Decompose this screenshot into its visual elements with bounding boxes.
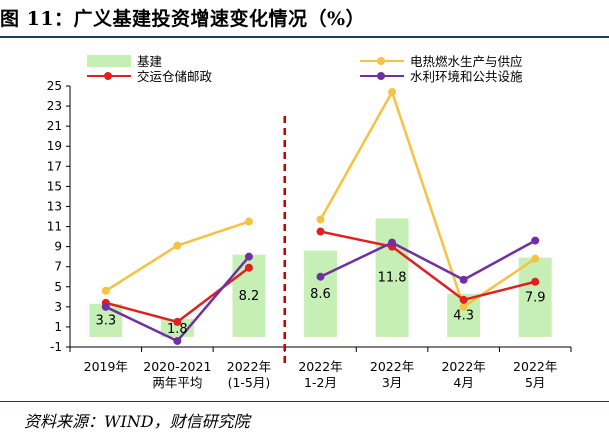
bar: [304, 250, 337, 337]
series-point: [531, 236, 540, 245]
x-tick-label: 2022年: [441, 359, 485, 374]
title-rule: [0, 36, 609, 38]
bar: [518, 257, 552, 337]
y-tick-label: 15: [47, 179, 62, 193]
y-tick-label: 17: [47, 159, 62, 173]
y-tick-label: 19: [47, 139, 62, 153]
series-point: [459, 275, 468, 284]
series-point: [459, 295, 468, 304]
series-point: [173, 241, 182, 250]
series-point: [173, 336, 182, 345]
x-tick-label: 两年平均: [152, 375, 202, 390]
x-tick-label: 2019年: [84, 359, 128, 374]
figure-title: 图 11：广义基建投资增速变化情况（%）: [0, 8, 366, 30]
series-line: [320, 230, 536, 302]
x-tick-label: 1-2月: [304, 375, 337, 390]
legend-swatch-line: [360, 69, 404, 83]
x-tick-label: 4月: [453, 375, 473, 390]
series-point: [388, 238, 397, 247]
legend-label: 水利环境和公共设施: [410, 69, 523, 84]
bar-value-label: 4.3: [453, 308, 474, 323]
x-tick-label: 2022年: [370, 359, 414, 374]
series-point: [531, 254, 540, 263]
y-tick-label: 13: [47, 199, 62, 213]
y-tick-label: 1: [54, 320, 62, 334]
series-point: [244, 263, 253, 272]
legend-swatch-line: [87, 69, 131, 83]
series-line: [319, 90, 536, 309]
legend-item-power: 电热燃水生产与供应: [360, 51, 523, 70]
legend-label: 电热燃水生产与供应: [410, 54, 523, 69]
legend-item-transport: 交运仓储邮政: [87, 66, 212, 85]
source-note: 资料来源：WIND，财信研究院: [24, 412, 250, 431]
y-tick-label: 7: [54, 260, 62, 274]
legend-item-water: 水利环境和公共设施: [360, 66, 523, 85]
y-tick-label: 21: [47, 119, 62, 133]
x-tick-label: 5月: [525, 375, 545, 390]
bar-value-label: 8.6: [310, 287, 331, 302]
bar-value-label: 1.8: [167, 322, 188, 337]
series-point: [173, 317, 182, 326]
x-tick-label: 2020-2021: [143, 359, 211, 374]
x-tick-label: 2022年: [513, 359, 557, 374]
legend-swatch-line: [360, 54, 404, 68]
legend-label: 基建: [137, 54, 163, 69]
series-point: [244, 252, 253, 261]
source-rule: [0, 401, 609, 402]
series-point: [388, 88, 397, 97]
y-tick-label: 5: [54, 280, 62, 294]
legend-label: 交运仓储邮政: [137, 69, 213, 84]
y-tick-label: 11: [47, 220, 62, 234]
y-tick-label: 25: [47, 79, 62, 93]
series-point: [316, 227, 325, 236]
series-point: [531, 277, 540, 286]
x-tick-label: 3月: [382, 375, 402, 390]
series-point: [459, 302, 468, 311]
bar-value-label: 3.3: [95, 313, 116, 328]
x-tick-label: (1-5月): [228, 375, 271, 390]
series-point: [101, 286, 110, 295]
y-tick-label: 9: [54, 240, 62, 254]
x-tick-label: 2022年: [298, 359, 342, 374]
series-point: [316, 272, 325, 281]
series-point: [316, 215, 325, 224]
legend-item-jijian: 基建: [87, 51, 162, 70]
y-tick-label: 3: [54, 300, 62, 314]
bar-value-label: 11.8: [378, 271, 407, 286]
series-point: [244, 217, 253, 226]
x-tick-label: 2022年: [227, 359, 271, 374]
series-line: [319, 239, 536, 281]
bar-value-label: 8.2: [239, 289, 260, 304]
bar-value-label: 7.9: [525, 290, 546, 305]
bar: [375, 218, 409, 337]
y-tick-label: 23: [47, 99, 62, 113]
y-tick-label: -1: [50, 340, 62, 354]
legend-swatch-bar: [87, 54, 131, 67]
series-point: [101, 302, 110, 311]
